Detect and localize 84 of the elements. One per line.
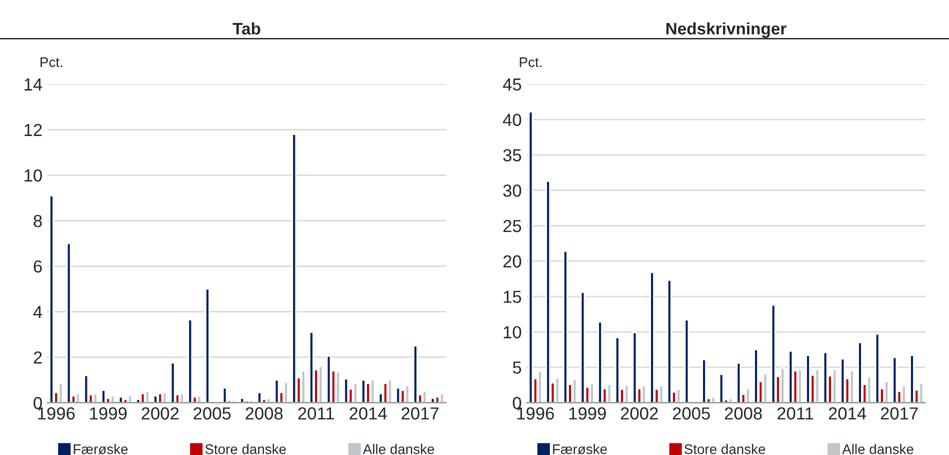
- bar: [797, 368, 802, 403]
- bar: [84, 374, 89, 403]
- bar: [404, 384, 410, 403]
- legend-label: Færøske: [553, 444, 607, 454]
- bar: [736, 362, 742, 403]
- bar: [361, 379, 366, 403]
- x-tick-label: 2005: [194, 407, 231, 420]
- bar: [840, 358, 846, 403]
- bar: [614, 336, 620, 403]
- bar: [292, 134, 297, 403]
- x-tick-label: 2008: [724, 407, 762, 420]
- bar: [274, 379, 280, 403]
- legend-label: Store danske: [205, 444, 286, 454]
- bar: [770, 304, 776, 403]
- bar: [344, 378, 349, 403]
- x-tick-label: 1996: [517, 407, 554, 420]
- bar: [300, 370, 306, 403]
- x-tick-label: 2011: [778, 407, 814, 420]
- legend-label: Færøske: [74, 444, 128, 454]
- bar: [901, 384, 906, 403]
- bar: [580, 292, 586, 403]
- chart-title: Tab: [232, 22, 260, 35]
- y-axis-title: Pct.: [40, 57, 62, 68]
- x-tick-label: 1996: [38, 407, 75, 420]
- x-tick-label: 2005: [672, 407, 710, 420]
- y-tick-label: 12: [24, 124, 42, 136]
- bar: [396, 387, 401, 403]
- x-tick-label: 1999: [569, 407, 606, 420]
- bar: [92, 392, 98, 403]
- bar: [892, 356, 898, 403]
- bar: [554, 377, 560, 403]
- bar: [718, 374, 724, 403]
- y-tick-label: 30: [503, 184, 522, 197]
- y-axis-title: Pct.: [520, 57, 542, 68]
- legend-label: Alle danske: [362, 444, 434, 454]
- bar: [606, 384, 612, 403]
- bar: [684, 319, 690, 403]
- chart-title: Nedskrivninger: [666, 22, 786, 38]
- bar: [222, 387, 228, 403]
- bar: [849, 370, 854, 403]
- bar: [874, 333, 880, 403]
- y-tick-label: 5: [512, 362, 522, 374]
- y-tick-label: 14: [24, 78, 42, 90]
- y-tick-label: 10: [504, 326, 522, 338]
- bar: [240, 397, 245, 403]
- bar: [188, 318, 193, 403]
- bar: [66, 242, 72, 403]
- y-tick-label: 45: [502, 78, 522, 91]
- y-tick-label: 10: [24, 169, 42, 182]
- x-tick-label: 2014: [350, 407, 387, 420]
- bar: [170, 362, 176, 403]
- y-tick-label: 25: [503, 220, 522, 232]
- bar: [822, 352, 828, 403]
- bar: [788, 350, 794, 403]
- bar: [632, 332, 638, 403]
- y-tick-label: 8: [34, 214, 42, 228]
- legend-label: Store danske: [684, 444, 766, 454]
- y-tick-label: 4: [33, 306, 42, 318]
- bar: [196, 395, 202, 403]
- x-tick-label: 2002: [620, 407, 658, 420]
- x-tick-label: 1999: [90, 407, 127, 420]
- bar: [412, 345, 418, 403]
- bar: [562, 250, 568, 403]
- x-tick-label: 2017: [880, 407, 918, 420]
- bar: [205, 288, 210, 403]
- y-tick-label: 35: [503, 149, 522, 162]
- x-tick-label: 2002: [142, 407, 179, 420]
- y-tick-label: 6: [34, 260, 42, 273]
- x-tick-label: 2014: [828, 407, 866, 420]
- bar: [248, 400, 254, 403]
- y-tick-label: 20: [503, 255, 522, 268]
- y-tick-label: 0: [512, 396, 522, 410]
- legend-label: Alle danske: [842, 444, 914, 454]
- x-tick-label: 2008: [246, 407, 283, 420]
- y-tick-label: 2: [34, 351, 42, 364]
- bar: [528, 111, 534, 403]
- bar: [666, 280, 672, 403]
- x-tick-label: 2017: [402, 407, 438, 420]
- bar: [144, 390, 150, 403]
- bar: [352, 382, 358, 403]
- y-tick-label: 15: [504, 290, 522, 303]
- x-tick-label: 2011: [298, 407, 334, 420]
- y-tick-label: 40: [502, 114, 522, 126]
- y-tick-label: 0: [34, 396, 42, 410]
